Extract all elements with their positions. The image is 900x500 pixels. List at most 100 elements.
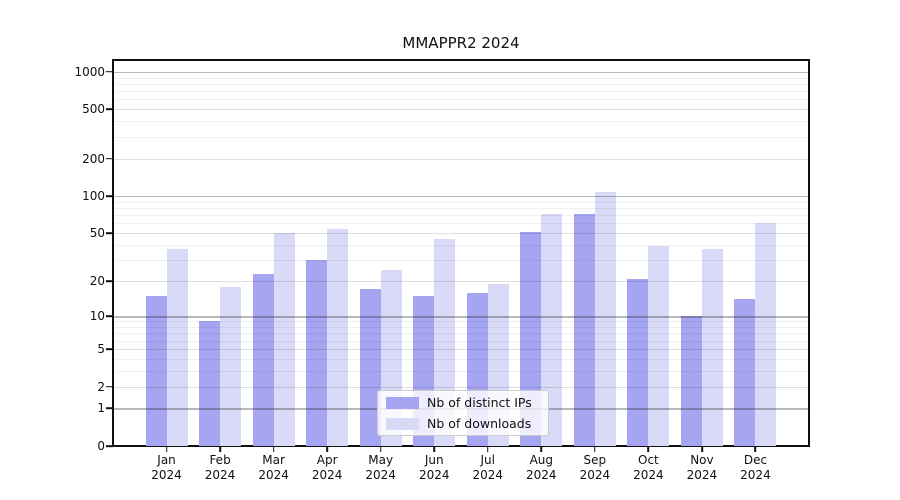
x-tick-label-dec: Dec 2024 [723, 453, 787, 483]
gridline-500 [113, 109, 809, 111]
bar-downloads-sep [594, 191, 616, 446]
x-tick-label-feb: Feb 2024 [188, 453, 252, 483]
x-tick-label-may: May 2024 [349, 453, 413, 483]
month-name-aug: Aug [529, 453, 554, 467]
month-name-feb: Feb [209, 453, 231, 467]
plot-border-right [808, 59, 810, 447]
legend-swatch-distinct-ips [386, 396, 419, 409]
month-year-may: 2024 [365, 468, 396, 482]
bar-distinct-ips-nov [680, 316, 702, 446]
plot-border-top [113, 59, 809, 61]
month-name-nov: Nov [690, 453, 714, 467]
x-tick-label-nov: Nov 2024 [670, 453, 734, 483]
bar-distinct-ips-mar [252, 273, 274, 446]
y-tick-label-5: 5 [97, 341, 105, 356]
chart-title: MMAPPR2 2024 [402, 34, 520, 52]
month-name-sep: Sep [583, 453, 607, 467]
bar-downloads-dec [755, 223, 777, 446]
x-tick-mark-nov [701, 446, 703, 452]
y-tick-mark-500 [106, 108, 113, 111]
legend-swatch-downloads [386, 417, 419, 430]
bar-downloads-nov [701, 249, 723, 446]
y-axis-line [112, 59, 114, 447]
y-tick-mark-1000 [106, 71, 113, 73]
month-year-feb: 2024 [204, 468, 236, 482]
y-tick-label-20: 20 [89, 274, 105, 289]
gridline-200 [113, 158, 809, 160]
x-tick-mark-aug [540, 446, 543, 452]
gridline-minor-90 [113, 201, 809, 203]
x-tick-label-jan: Jan 2024 [135, 453, 199, 483]
y-tick-label-50: 50 [89, 226, 105, 241]
x-tick-mark-may [379, 446, 382, 452]
x-tick-mark-sep [594, 446, 596, 452]
gridline-10 [113, 316, 809, 318]
bar-downloads-apr [327, 228, 349, 446]
gridline-minor-900 [113, 77, 809, 79]
gridline-minor-40 [113, 244, 809, 246]
gridline-minor-70 [113, 215, 809, 217]
x-tick-label-jul: Jul 2024 [456, 453, 520, 483]
gridline-minor-30 [113, 260, 809, 262]
x-tick-label-oct: Oct 2024 [616, 453, 680, 483]
x-tick-mark-dec [754, 446, 757, 452]
month-year-jan: 2024 [151, 468, 182, 482]
month-name-apr: Apr [316, 453, 338, 467]
gridline-minor-400 [113, 121, 809, 123]
bar-distinct-ips-jan [145, 295, 167, 446]
y-tick-mark-200 [106, 157, 113, 160]
gridline-20 [113, 281, 809, 283]
x-axis-line [113, 445, 809, 447]
gridline-minor-3 [113, 370, 809, 372]
gridline-minor-60 [113, 223, 809, 225]
x-tick-mark-feb [219, 446, 221, 452]
x-tick-mark-mar [272, 446, 275, 452]
month-year-nov: 2024 [686, 468, 718, 482]
y-tick-mark-5 [106, 348, 113, 350]
gridline-minor-7 [113, 333, 809, 335]
y-tick-mark-20 [106, 280, 113, 282]
gridline-minor-80 [113, 208, 809, 209]
gridline-minor-600 [113, 99, 809, 101]
legend-entry-downloads: Nb of downloads [378, 416, 548, 431]
gridline-minor-6 [113, 340, 809, 342]
month-name-mar: Mar [262, 453, 285, 467]
month-name-dec: Dec [743, 453, 768, 467]
month-year-sep: 2024 [579, 468, 611, 482]
legend-label-distinct-ips: Nb of distinct IPs [427, 395, 532, 410]
month-name-jan: Jan [157, 453, 176, 467]
bar-downloads-aug [541, 214, 563, 446]
gridline-minor-800 [113, 83, 809, 85]
bar-distinct-ips-feb [199, 321, 221, 446]
gridline-100 [113, 196, 809, 198]
x-tick-label-apr: Apr 2024 [295, 453, 359, 483]
month-name-oct: Oct [638, 453, 659, 467]
bar-distinct-ips-dec [734, 299, 756, 446]
y-tick-label-100: 100 [82, 189, 105, 204]
gridline-minor-8 [113, 327, 809, 328]
x-tick-label-sep: Sep 2024 [563, 453, 627, 483]
bar-distinct-ips-sep [573, 214, 595, 446]
y-tick-label-0: 0 [97, 439, 105, 453]
y-tick-mark-10 [106, 315, 113, 317]
y-tick-label-2: 2 [97, 379, 105, 394]
month-year-jul: 2024 [472, 468, 504, 482]
y-tick-mark-50 [106, 232, 113, 234]
y-tick-mark-0 [106, 445, 113, 447]
y-tick-label-1: 1 [97, 401, 105, 416]
y-tick-mark-1 [106, 407, 113, 410]
gridline-1000 [113, 71, 809, 74]
y-tick-label-500: 500 [82, 102, 105, 117]
bar-distinct-ips-apr [306, 260, 328, 446]
y-tick-label-200: 200 [82, 151, 105, 166]
month-year-apr: 2024 [311, 468, 343, 482]
x-tick-mark-jun [433, 446, 436, 452]
month-name-jul: Jul [480, 453, 495, 467]
gridline-minor-300 [113, 136, 809, 138]
month-name-jun: Jun [424, 453, 444, 467]
month-year-jun: 2024 [418, 468, 450, 482]
legend-label-downloads: Nb of downloads [427, 416, 532, 431]
month-year-dec: 2024 [740, 468, 771, 482]
gridline-minor-700 [113, 91, 809, 93]
